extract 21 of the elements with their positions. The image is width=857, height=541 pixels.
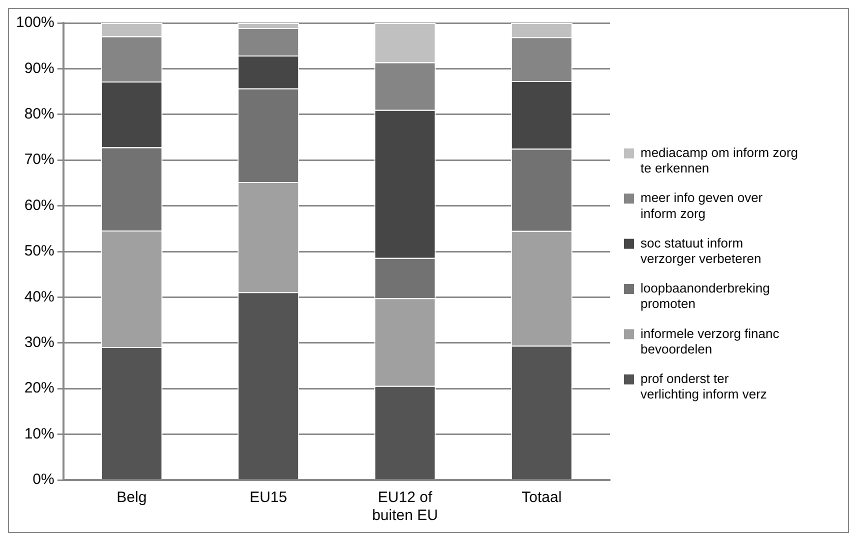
x-tick-label: EU15 (250, 489, 288, 506)
y-tick-label: 10% (24, 425, 54, 442)
legend-label: mediacamp om inform zorg te erkennen (640, 144, 798, 176)
x-tick-label: Totaal (522, 489, 562, 506)
y-tick-label: 40% (24, 288, 54, 306)
legend-label: meer info geven over inform zorg (640, 190, 764, 221)
y-tick-label: 0% (32, 471, 54, 488)
y-tick-label: 80% (24, 106, 54, 123)
y-tick-label: 20% (24, 380, 54, 397)
legend-label: informele verzorg financ bevoordelen (640, 326, 780, 356)
y-tick-label: 30% (24, 334, 54, 352)
y-tick-label: 50% (24, 242, 54, 260)
y-tick-label: 70% (24, 151, 54, 168)
y-tick-label: 100% (16, 14, 54, 32)
y-tick-label: 60% (24, 196, 54, 214)
legend-label: loopbaanonderbreking promoten (640, 280, 770, 312)
legend-label: prof onderst ter verlichting inform verz (640, 370, 767, 402)
legend-label: soc statuut inform verzorger verbeteren (640, 235, 762, 266)
x-tick-label: Belg (116, 489, 147, 506)
y-tick-label: 90% (24, 60, 54, 77)
x-tick-label: EU12 of buiten EU (372, 489, 438, 524)
